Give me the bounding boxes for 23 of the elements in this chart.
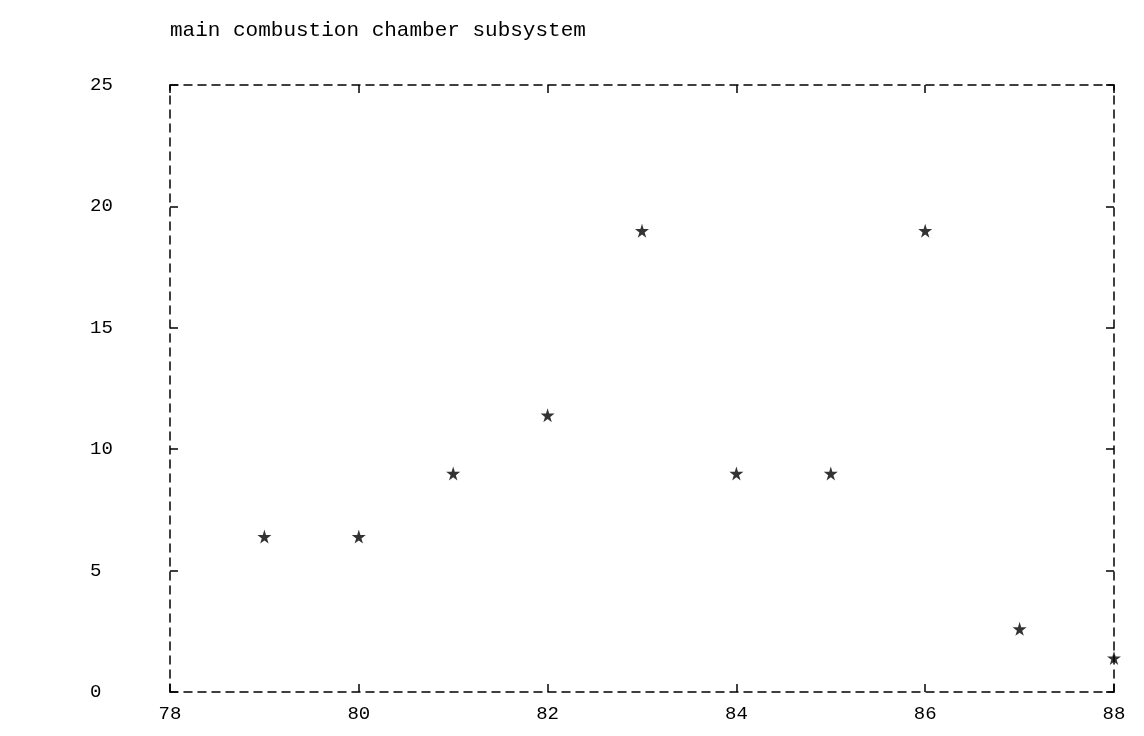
point	[918, 223, 933, 238]
x-tick-label: 84	[724, 702, 748, 725]
point	[635, 223, 649, 238]
point	[540, 408, 555, 423]
point	[257, 529, 272, 544]
y-tick-label: 5	[90, 559, 102, 582]
y-tick-label: 25	[90, 74, 113, 96]
point	[729, 466, 744, 481]
point	[1107, 651, 1121, 666]
x-tick-label: 80	[347, 702, 371, 725]
x-tick-label: 78	[158, 702, 182, 725]
chart-title: main combustion chamber subsystem	[170, 19, 586, 42]
x-tick-label: 86	[913, 702, 937, 725]
y-tick-label: 10	[90, 438, 113, 461]
y-tick-label: 20	[90, 195, 113, 218]
point	[823, 466, 838, 481]
point	[446, 466, 461, 481]
y-tick-label: 15	[90, 316, 113, 339]
y-tick-label: 0	[90, 681, 102, 703]
x-tick-label: 88	[1102, 702, 1126, 725]
point	[1012, 621, 1027, 636]
point	[351, 529, 366, 544]
x-tick-label: 82	[536, 702, 560, 725]
